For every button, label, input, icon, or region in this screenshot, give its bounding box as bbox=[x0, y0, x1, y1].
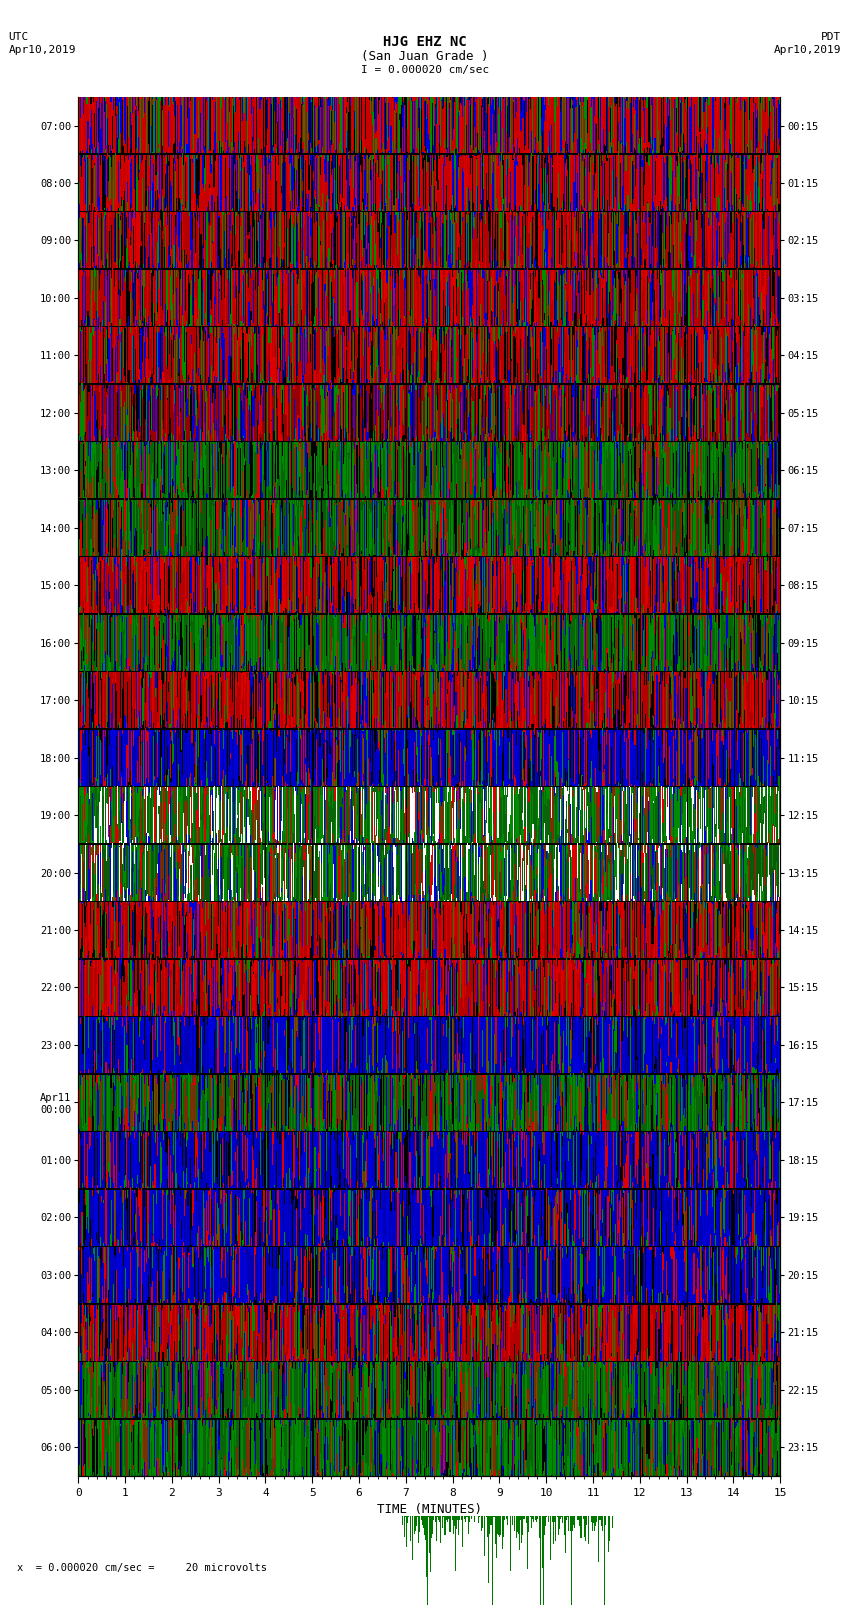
Text: x  = 0.000020 cm/sec =     20 microvolts: x = 0.000020 cm/sec = 20 microvolts bbox=[17, 1563, 267, 1573]
Text: HJG EHZ NC: HJG EHZ NC bbox=[383, 35, 467, 50]
Text: (San Juan Grade ): (San Juan Grade ) bbox=[361, 50, 489, 63]
X-axis label: TIME (MINUTES): TIME (MINUTES) bbox=[377, 1503, 482, 1516]
Text: I = 0.000020 cm/sec: I = 0.000020 cm/sec bbox=[361, 65, 489, 74]
Text: UTC: UTC bbox=[8, 32, 29, 42]
Text: PDT: PDT bbox=[821, 32, 842, 42]
Text: Apr10,2019: Apr10,2019 bbox=[8, 45, 76, 55]
Text: Apr10,2019: Apr10,2019 bbox=[774, 45, 842, 55]
